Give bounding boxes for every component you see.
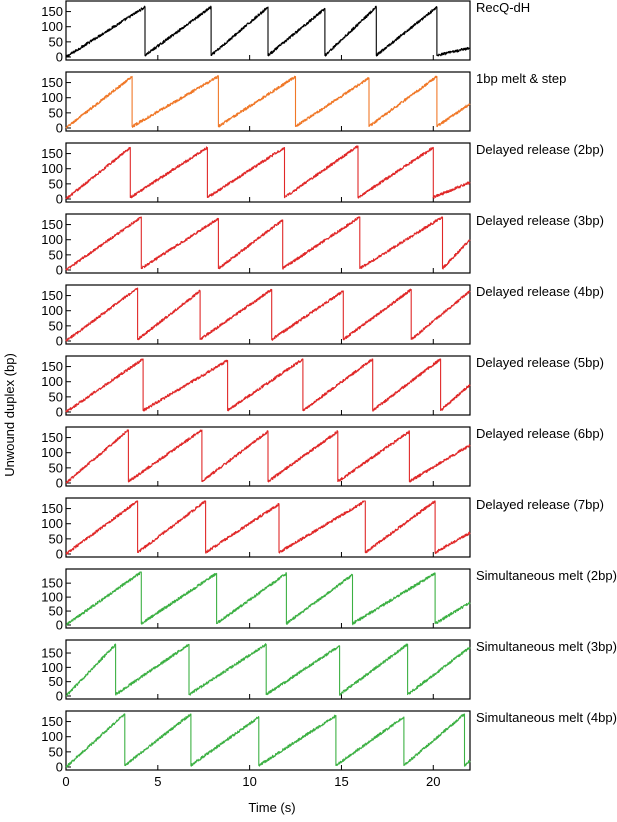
y-tick-label: 100: [41, 232, 63, 247]
panel-label: Delayed release (5bp): [476, 355, 604, 370]
panel-label: Delayed release (3bp): [476, 213, 604, 228]
panel-frame: [65, 284, 471, 345]
y-tick-label: 150: [41, 576, 63, 591]
series-trace: [65, 216, 471, 271]
panel-label: Delayed release (7bp): [476, 497, 604, 512]
y-tick-label: 0: [56, 476, 63, 491]
y-tick-label: 0: [56, 263, 63, 278]
y-tick-label: 50: [49, 105, 63, 120]
x-tick-label: 5: [154, 774, 161, 789]
panel-frame: [65, 639, 471, 700]
series-trace: [65, 145, 471, 200]
panel-frame: [65, 71, 471, 132]
y-tick-label: 150: [41, 217, 63, 232]
panel-label: Simultaneous melt (2bp): [476, 568, 617, 583]
series-trace: [65, 713, 471, 768]
panel-label: RecQ-dH: [476, 0, 530, 15]
y-tick-label: 150: [41, 146, 63, 161]
y-tick-label: 50: [49, 604, 63, 619]
series-trace: [65, 429, 471, 484]
series-trace: [65, 571, 471, 626]
panel-frame: [65, 568, 471, 629]
y-tick-label: 50: [49, 460, 63, 475]
series-trace: [65, 358, 471, 413]
y-tick-label: 100: [41, 161, 63, 176]
series-trace: [65, 75, 471, 129]
x-tick-label: 0: [62, 774, 69, 789]
y-tick-label: 50: [49, 247, 63, 262]
y-tick-label: 50: [49, 389, 63, 404]
y-tick-label: 0: [56, 618, 63, 633]
x-tick-label: 10: [242, 774, 256, 789]
y-tick-label: 150: [41, 4, 63, 19]
y-tick-label: 100: [41, 590, 63, 605]
y-tick-label: 50: [49, 176, 63, 191]
y-tick-label: 50: [49, 34, 63, 49]
panel-label: Delayed release (6bp): [476, 426, 604, 441]
series-trace: [65, 5, 471, 58]
y-tick-label: 0: [56, 50, 63, 65]
y-tick-label: 50: [49, 318, 63, 333]
y-tick-label: 150: [41, 288, 63, 303]
panel-frame: [65, 497, 471, 558]
y-tick-label: 0: [56, 689, 63, 704]
y-tick-label: 100: [41, 19, 63, 34]
y-axis-title: Unwound duplex (bp): [2, 353, 17, 477]
y-tick-label: 150: [41, 359, 63, 374]
y-tick-label: 0: [56, 405, 63, 420]
y-tick-label: 150: [41, 75, 63, 90]
y-tick-label: 0: [56, 121, 63, 136]
y-tick-label: 150: [41, 646, 63, 661]
panel-frame: [65, 0, 471, 61]
panel-frame: [65, 142, 471, 203]
panel-frame: [65, 213, 471, 274]
series-trace: [65, 643, 471, 697]
y-tick-label: 100: [41, 516, 63, 531]
panel-label: Simultaneous melt (3bp): [476, 639, 617, 654]
y-tick-label: 0: [56, 334, 63, 349]
panel-frame: [65, 355, 471, 416]
y-tick-label: 100: [41, 729, 63, 744]
y-tick-label: 150: [41, 501, 63, 516]
x-axis-title: Time (s): [248, 800, 295, 815]
x-axis: 0 5 10 15 20: [62, 774, 440, 789]
y-tick-label: 50: [49, 744, 63, 759]
y-tick-label: 50: [49, 674, 63, 689]
y-tick-label: 0: [56, 547, 63, 562]
y-tick-label: 100: [41, 374, 63, 389]
y-tick-label: 150: [41, 714, 63, 729]
x-tick-label: 15: [334, 774, 348, 789]
y-tick-label: 100: [41, 660, 63, 675]
y-tick-label: 0: [56, 192, 63, 207]
panel-label: Delayed release (4bp): [476, 284, 604, 299]
panel-label: Simultaneous melt (4bp): [476, 710, 617, 725]
y-tick-label: 100: [41, 445, 63, 460]
panel-label: 1bp melt & step: [476, 71, 566, 86]
y-tick-label: 100: [41, 90, 63, 105]
series-trace: [65, 287, 471, 342]
panel-label: Delayed release (2bp): [476, 142, 604, 157]
panel-frame: [65, 710, 471, 771]
y-tick-label: 100: [41, 303, 63, 318]
series-trace: [65, 500, 471, 555]
y-tick-label: 150: [41, 430, 63, 445]
x-tick-label: 20: [426, 774, 440, 789]
y-tick-label: 50: [49, 531, 63, 546]
y-tick-label: 0: [56, 760, 63, 775]
panel-frame: [65, 426, 471, 487]
